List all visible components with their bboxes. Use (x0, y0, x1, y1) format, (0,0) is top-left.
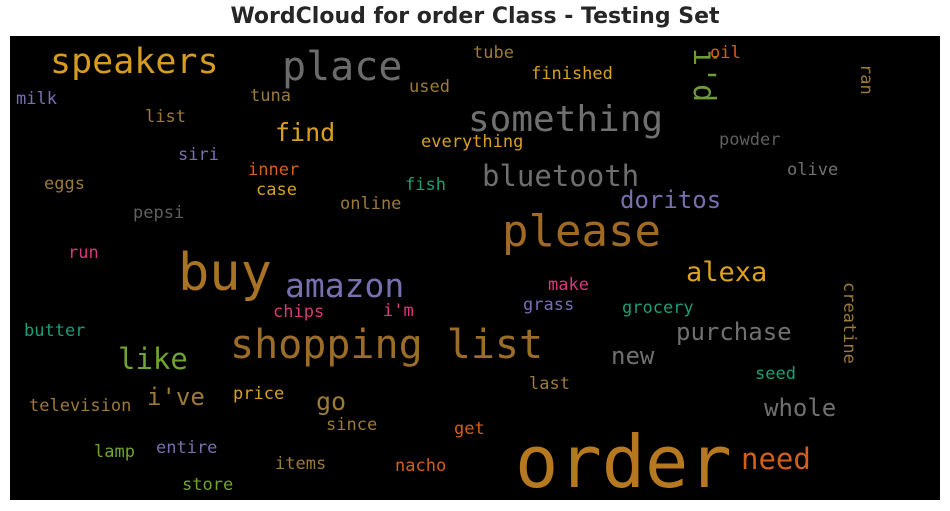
word-pepsi: pepsi (133, 203, 185, 223)
word-seed: seed (755, 364, 796, 384)
word-eggs: eggs (44, 174, 85, 194)
word-siri: siri (178, 145, 219, 165)
word-last: last (529, 374, 570, 394)
word-milk: milk (16, 89, 57, 109)
word-grocery: grocery (622, 298, 694, 318)
word-tuna: tuna (250, 86, 291, 106)
word-make: make (548, 275, 589, 295)
word-shopping-list: shopping list (230, 322, 544, 368)
word-creatine: creatine (839, 282, 859, 364)
word-buy: buy (178, 243, 272, 303)
word-inner: inner (248, 160, 300, 180)
word-nacho: nacho (395, 456, 447, 476)
word-purchase: purchase (676, 318, 792, 346)
word-place: place (282, 44, 403, 90)
word-chips: chips (273, 302, 325, 322)
word-price: price (233, 384, 285, 404)
word-run: run (68, 243, 99, 263)
word-something: something (468, 99, 664, 140)
word-oil: oil (710, 43, 741, 63)
word-entire: entire (156, 438, 218, 458)
word-items: items (275, 454, 327, 474)
word-go: go (316, 387, 347, 416)
word-everything: everything (421, 132, 524, 152)
word-powder: powder (719, 130, 781, 150)
word-amazon: amazon (285, 266, 405, 305)
word-alexa: alexa (686, 257, 768, 288)
word-i-m: i'm (383, 301, 414, 321)
word-finished: finished (531, 64, 613, 84)
word-television: television (29, 396, 132, 416)
word-speakers: speakers (50, 42, 219, 82)
word-case: case (256, 180, 297, 200)
word-need: need (741, 442, 811, 476)
word-please: please (502, 206, 661, 257)
word-lamp: lamp (94, 442, 135, 462)
word-i-ve: i've (147, 383, 205, 411)
word-since: since (326, 415, 378, 435)
word-online: online (340, 194, 402, 214)
word-find: find (275, 118, 336, 147)
word-ran: ran (856, 64, 876, 95)
wordcloud-canvas: order buy shopping list please place somethin… (10, 36, 940, 500)
word-used: used (409, 77, 450, 97)
word-order: order (515, 420, 732, 500)
word-olive: olive (787, 160, 839, 180)
word-fish: fish (405, 175, 446, 195)
word-grass: grass (523, 295, 575, 315)
word-bluetooth: bluetooth (482, 159, 640, 193)
word-tube: tube (473, 43, 514, 63)
word-butter: butter (24, 321, 86, 341)
word-store: store (182, 475, 234, 495)
chart-title: WordCloud for order Class - Testing Set (230, 4, 720, 29)
word-list: list (145, 107, 186, 127)
word-doritos: doritos (620, 186, 722, 214)
word-new: new (611, 342, 655, 370)
word-whole: whole (764, 394, 837, 422)
word-like: like (118, 342, 188, 376)
word-get: get (454, 419, 485, 439)
